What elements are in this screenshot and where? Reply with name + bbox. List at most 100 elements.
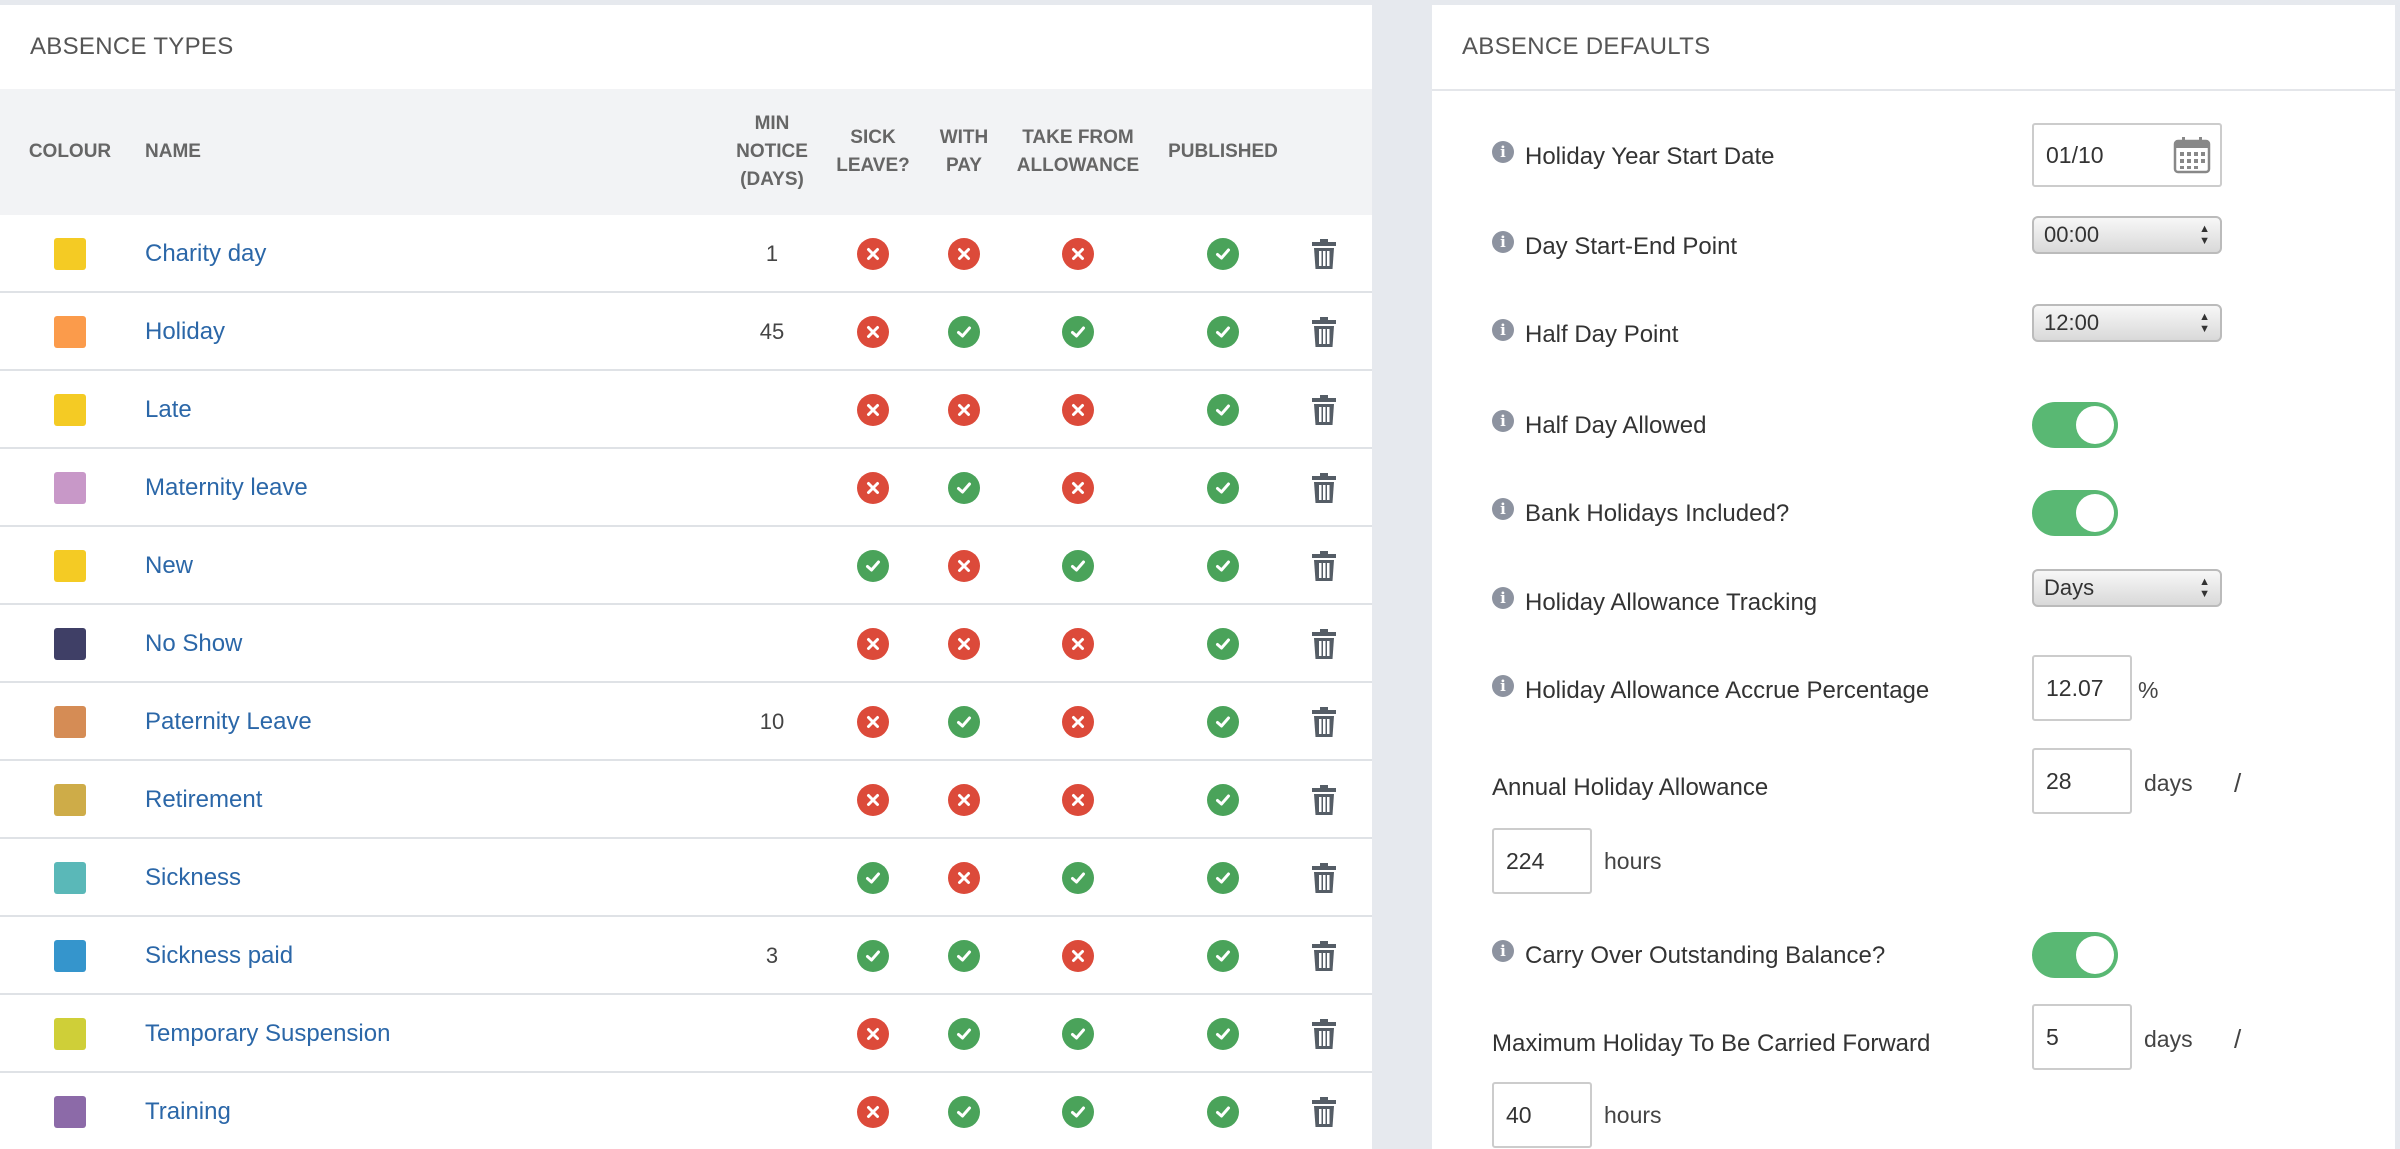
trash-icon[interactable] xyxy=(1290,995,1358,1073)
trash-icon[interactable] xyxy=(1290,215,1358,293)
check-circle-icon[interactable] xyxy=(948,940,980,972)
published-cell xyxy=(1158,527,1288,605)
check-circle-icon[interactable] xyxy=(1207,940,1239,972)
cross-circle-icon[interactable] xyxy=(857,394,889,426)
cross-circle-icon[interactable] xyxy=(857,784,889,816)
check-circle-icon[interactable] xyxy=(948,1018,980,1050)
trash-icon[interactable] xyxy=(1290,527,1358,605)
accrue-percentage-input[interactable]: 12.07 xyxy=(2032,655,2132,721)
cross-circle-icon[interactable] xyxy=(857,472,889,504)
absence-type-link[interactable]: Late xyxy=(145,396,192,423)
check-circle-icon[interactable] xyxy=(1062,1018,1094,1050)
trash-icon[interactable] xyxy=(1290,761,1358,839)
trash-icon[interactable] xyxy=(1290,605,1358,683)
info-icon[interactable]: i xyxy=(1492,141,1514,163)
trash-icon[interactable] xyxy=(1290,839,1358,917)
check-circle-icon[interactable] xyxy=(1062,1096,1094,1128)
check-circle-icon[interactable] xyxy=(1207,1096,1239,1128)
bank-holidays-label: Bank Holidays Included? xyxy=(1525,500,1790,527)
check-circle-icon[interactable] xyxy=(948,1096,980,1128)
check-circle-icon[interactable] xyxy=(1207,394,1239,426)
allowance-tracking-select[interactable]: Days ▲ ▼ xyxy=(2032,569,2222,607)
annual-allowance-hours-input[interactable]: 224 xyxy=(1492,828,1592,894)
cross-circle-icon[interactable] xyxy=(857,238,889,270)
trash-icon[interactable] xyxy=(1290,917,1358,995)
check-circle-icon[interactable] xyxy=(1062,316,1094,348)
header-take-from-allowance: TAKE FROM ALLOWANCE xyxy=(1016,127,1140,176)
cross-circle-icon[interactable] xyxy=(948,784,980,816)
cross-circle-icon[interactable] xyxy=(857,1096,889,1128)
cross-circle-icon[interactable] xyxy=(1062,940,1094,972)
check-circle-icon[interactable] xyxy=(1207,316,1239,348)
cross-circle-icon[interactable] xyxy=(1062,238,1094,270)
check-circle-icon[interactable] xyxy=(1207,784,1239,816)
absence-type-link[interactable]: Maternity leave xyxy=(145,474,308,501)
cross-circle-icon[interactable] xyxy=(857,316,889,348)
absence-type-link[interactable]: Holiday xyxy=(145,318,226,345)
half-day-allowed-toggle[interactable] xyxy=(2032,402,2118,448)
absence-type-link[interactable]: New xyxy=(145,552,194,579)
bank-holidays-row: i Bank Holidays Included? xyxy=(1432,488,2395,548)
trash-icon[interactable] xyxy=(1290,683,1358,761)
check-circle-icon[interactable] xyxy=(1207,238,1239,270)
cross-circle-icon[interactable] xyxy=(948,238,980,270)
cross-circle-icon[interactable] xyxy=(948,862,980,894)
info-icon[interactable]: i xyxy=(1492,675,1514,697)
check-circle-icon[interactable] xyxy=(857,862,889,894)
table-row: New xyxy=(0,527,1372,605)
annual-allowance-days-input[interactable]: 28 xyxy=(2032,748,2132,814)
carry-over-toggle[interactable] xyxy=(2032,932,2118,978)
cross-circle-icon[interactable] xyxy=(948,550,980,582)
day-start-end-select[interactable]: 00:00 ▲ ▼ xyxy=(2032,216,2222,254)
cross-circle-icon[interactable] xyxy=(1062,706,1094,738)
info-icon[interactable]: i xyxy=(1492,231,1514,253)
info-icon[interactable]: i xyxy=(1492,410,1514,432)
check-circle-icon[interactable] xyxy=(1207,706,1239,738)
absence-type-link[interactable]: No Show xyxy=(145,630,243,657)
check-circle-icon[interactable] xyxy=(948,316,980,348)
with-pay-cell xyxy=(914,917,1014,995)
cross-circle-icon[interactable] xyxy=(1062,472,1094,504)
cross-circle-icon[interactable] xyxy=(857,1018,889,1050)
absence-type-link[interactable]: Training xyxy=(145,1098,231,1125)
absence-type-link[interactable]: Charity day xyxy=(145,240,267,267)
check-circle-icon[interactable] xyxy=(948,706,980,738)
check-circle-icon[interactable] xyxy=(857,940,889,972)
cross-circle-icon[interactable] xyxy=(857,628,889,660)
trash-icon[interactable] xyxy=(1290,449,1358,527)
check-circle-icon[interactable] xyxy=(1207,1018,1239,1050)
check-circle-icon[interactable] xyxy=(1207,628,1239,660)
trash-icon[interactable] xyxy=(1290,371,1358,449)
half-day-point-select[interactable]: 12:00 ▲ ▼ xyxy=(2032,304,2222,342)
info-icon[interactable]: i xyxy=(1492,587,1514,609)
max-carried-days-input[interactable]: 5 xyxy=(2032,1004,2132,1070)
cross-circle-icon[interactable] xyxy=(1062,394,1094,426)
max-carried-hours-input[interactable]: 40 xyxy=(1492,1082,1592,1148)
bank-holidays-toggle[interactable] xyxy=(2032,490,2118,536)
trash-icon[interactable] xyxy=(1290,293,1358,371)
absence-type-link[interactable]: Temporary Suspension xyxy=(145,1020,391,1047)
cross-circle-icon[interactable] xyxy=(857,706,889,738)
cross-circle-icon[interactable] xyxy=(1062,784,1094,816)
cross-circle-icon[interactable] xyxy=(1062,628,1094,660)
absence-type-link[interactable]: Paternity Leave xyxy=(145,708,312,735)
cross-circle-icon[interactable] xyxy=(948,394,980,426)
check-circle-icon[interactable] xyxy=(1207,472,1239,504)
info-icon[interactable]: i xyxy=(1492,319,1514,341)
check-circle-icon[interactable] xyxy=(1062,550,1094,582)
trash-icon[interactable] xyxy=(1290,1073,1358,1149)
check-circle-icon[interactable] xyxy=(1207,550,1239,582)
holiday-year-start-input[interactable]: 01/10 xyxy=(2032,123,2222,187)
calendar-icon[interactable] xyxy=(2172,135,2212,175)
info-icon[interactable]: i xyxy=(1492,498,1514,520)
sick-leave-cell xyxy=(823,1073,923,1149)
check-circle-icon[interactable] xyxy=(1062,862,1094,894)
absence-type-link[interactable]: Sickness paid xyxy=(145,942,294,969)
check-circle-icon[interactable] xyxy=(857,550,889,582)
absence-type-link[interactable]: Sickness xyxy=(145,864,242,891)
check-circle-icon[interactable] xyxy=(1207,862,1239,894)
info-icon[interactable]: i xyxy=(1492,940,1514,962)
check-circle-icon[interactable] xyxy=(948,472,980,504)
cross-circle-icon[interactable] xyxy=(948,628,980,660)
absence-type-link[interactable]: Retirement xyxy=(145,786,263,813)
